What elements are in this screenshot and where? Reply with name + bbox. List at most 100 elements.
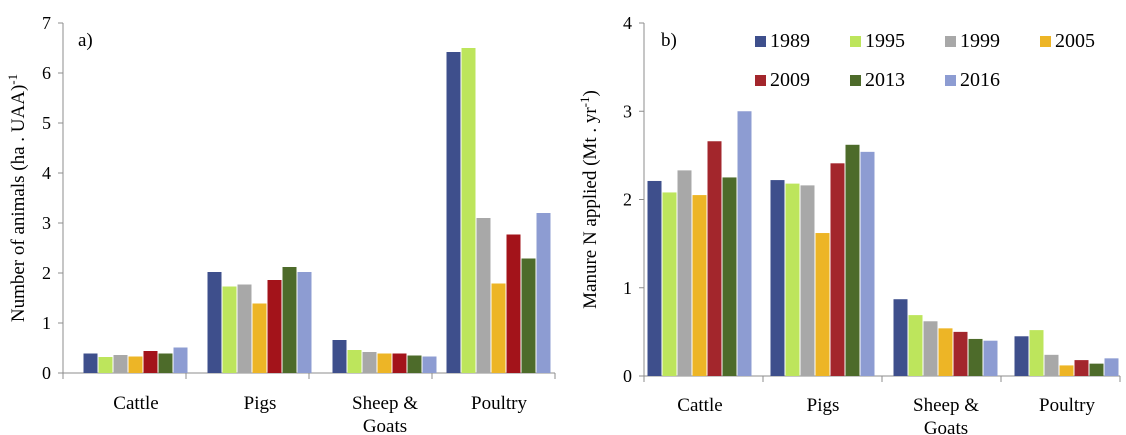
bar bbox=[222, 286, 237, 373]
category-label: Pigs bbox=[807, 395, 840, 416]
bar bbox=[860, 151, 875, 376]
y-tick-label: 4 bbox=[42, 163, 51, 183]
bar bbox=[893, 299, 908, 376]
bar bbox=[845, 144, 860, 376]
bar bbox=[446, 52, 461, 373]
bar bbox=[677, 170, 692, 376]
category-label: Goats bbox=[924, 418, 968, 435]
y-axis-title-text: Number of animals (ha . UAA) bbox=[8, 85, 29, 322]
bar bbox=[476, 218, 491, 373]
bar bbox=[207, 272, 222, 373]
chart-panel-a: 0 1 2 3 4 5 6 7 Cattle Pigs Sheep & Goats Poultry a) N… bbox=[5, 13, 556, 435]
y-axis-title-superscript: -1 bbox=[577, 96, 592, 107]
category-label: Poultry bbox=[1039, 395, 1095, 416]
bar bbox=[297, 272, 312, 373]
bar bbox=[938, 328, 953, 376]
bar bbox=[267, 280, 282, 373]
legend-label: 1999 bbox=[960, 30, 1000, 52]
bar bbox=[983, 340, 998, 376]
bar bbox=[815, 233, 830, 376]
bar bbox=[692, 195, 707, 376]
bar bbox=[83, 353, 98, 373]
bar bbox=[282, 267, 297, 373]
bar bbox=[800, 185, 815, 376]
bar bbox=[1014, 336, 1029, 376]
legend-label: 2016 bbox=[960, 69, 1000, 91]
y-tick-label: 7 bbox=[42, 13, 51, 33]
bar bbox=[332, 340, 347, 373]
bar bbox=[347, 350, 362, 373]
y-axis-title: Manure N applied (Mt . yr-1) bbox=[577, 90, 601, 309]
y-tick-label: 6 bbox=[42, 63, 51, 83]
bar bbox=[707, 141, 722, 376]
bar bbox=[1074, 360, 1089, 376]
bar bbox=[252, 303, 267, 373]
legend-label: 2009 bbox=[770, 69, 810, 91]
y-tick-label: 0 bbox=[623, 366, 632, 386]
category-label: Pigs bbox=[244, 393, 277, 414]
bar bbox=[647, 180, 662, 376]
bar bbox=[830, 163, 845, 376]
category-label: Goats bbox=[363, 416, 407, 435]
y-tick-label: 2 bbox=[42, 263, 51, 283]
legend: 1989 1995 1999 2005 2009 2013 2016 bbox=[755, 30, 1095, 91]
bar bbox=[407, 355, 422, 373]
y-tick-label: 4 bbox=[623, 13, 632, 33]
y-tick-label: 1 bbox=[623, 278, 632, 298]
bar bbox=[785, 183, 800, 376]
bar bbox=[173, 347, 188, 373]
bar bbox=[143, 351, 158, 373]
bar bbox=[953, 331, 968, 376]
y-axis-title-close: ) bbox=[580, 90, 601, 96]
legend-label: 1995 bbox=[865, 30, 905, 52]
y-axis-title-text: Manure N applied (Mt . yr bbox=[580, 107, 601, 309]
bar bbox=[362, 352, 377, 373]
y-tick-label: 2 bbox=[623, 190, 632, 210]
bar bbox=[1104, 358, 1119, 376]
bar bbox=[237, 284, 252, 373]
legend-label: 1989 bbox=[770, 30, 810, 52]
legend-swatch bbox=[850, 36, 861, 47]
bar bbox=[536, 213, 551, 373]
category-label: Cattle bbox=[113, 393, 158, 414]
bar bbox=[770, 180, 785, 376]
bar bbox=[521, 258, 536, 373]
bar bbox=[923, 321, 938, 376]
bar bbox=[392, 353, 407, 373]
legend-swatch bbox=[850, 75, 861, 86]
bar bbox=[1059, 365, 1074, 376]
bar bbox=[662, 192, 677, 376]
category-label: Sheep & bbox=[352, 393, 418, 414]
bar bbox=[506, 234, 521, 373]
bar bbox=[422, 356, 437, 373]
bar bbox=[113, 355, 128, 373]
y-axis-title-superscript: -1 bbox=[5, 74, 20, 85]
bar bbox=[1029, 330, 1044, 376]
bar bbox=[158, 353, 173, 373]
y-tick-label: 0 bbox=[42, 363, 51, 383]
bar bbox=[722, 177, 737, 376]
legend-label: 2005 bbox=[1055, 30, 1095, 52]
legend-swatch bbox=[945, 75, 956, 86]
category-label: Cattle bbox=[677, 395, 722, 416]
bar bbox=[377, 353, 392, 373]
legend-swatch bbox=[945, 36, 956, 47]
chart-panel-b: 0 1 2 3 4 Cattle Pigs Sheep & Goats Poultry b) Manu… bbox=[577, 13, 1121, 435]
bar bbox=[1044, 354, 1059, 376]
legend-label: 2013 bbox=[865, 69, 905, 91]
y-tick-label: 1 bbox=[42, 313, 51, 333]
y-tick-label: 5 bbox=[42, 113, 51, 133]
category-label: Poultry bbox=[471, 393, 527, 414]
bar bbox=[1089, 363, 1104, 376]
y-tick-label: 3 bbox=[623, 101, 632, 121]
bar bbox=[968, 338, 983, 376]
legend-swatch bbox=[755, 36, 766, 47]
bar bbox=[128, 356, 143, 373]
y-tick-label: 3 bbox=[42, 213, 51, 233]
bar bbox=[98, 357, 113, 373]
bar bbox=[491, 283, 506, 373]
y-axis-title: Number of animals (ha . UAA)-1 bbox=[5, 74, 29, 322]
legend-swatch bbox=[755, 75, 766, 86]
category-label: Sheep & bbox=[913, 395, 979, 416]
